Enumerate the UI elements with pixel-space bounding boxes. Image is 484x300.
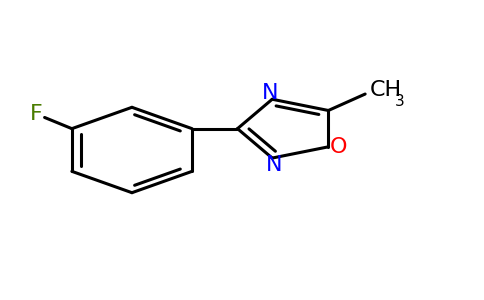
Text: O: O <box>330 137 348 157</box>
Text: N: N <box>266 154 283 175</box>
Text: F: F <box>30 104 43 124</box>
Text: CH: CH <box>370 80 402 100</box>
Text: 3: 3 <box>395 94 405 109</box>
Text: N: N <box>261 83 278 103</box>
